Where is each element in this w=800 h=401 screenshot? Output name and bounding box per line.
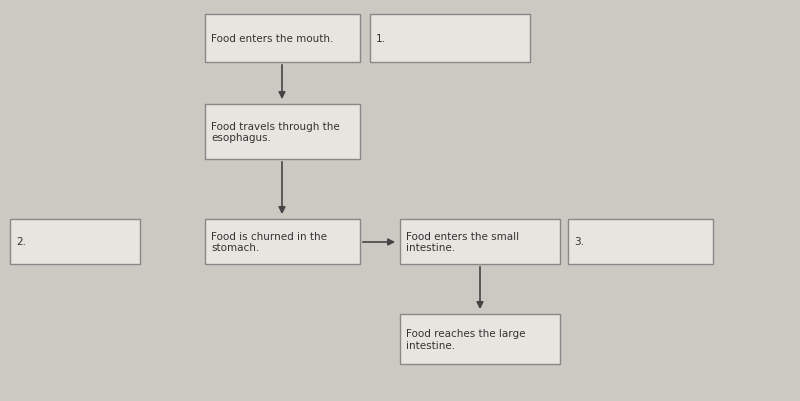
Text: 2.: 2. bbox=[16, 237, 26, 247]
Text: Food travels through the
esophagus.: Food travels through the esophagus. bbox=[211, 122, 340, 143]
Text: 3.: 3. bbox=[574, 237, 584, 247]
FancyBboxPatch shape bbox=[568, 219, 713, 264]
FancyBboxPatch shape bbox=[400, 219, 560, 264]
FancyBboxPatch shape bbox=[10, 219, 140, 264]
Text: 1.: 1. bbox=[376, 34, 386, 44]
Text: Food enters the mouth.: Food enters the mouth. bbox=[211, 34, 334, 44]
FancyBboxPatch shape bbox=[205, 219, 360, 264]
Text: Food enters the small
intestine.: Food enters the small intestine. bbox=[406, 231, 519, 253]
FancyBboxPatch shape bbox=[400, 314, 560, 364]
FancyBboxPatch shape bbox=[370, 15, 530, 63]
Text: Food reaches the large
intestine.: Food reaches the large intestine. bbox=[406, 328, 526, 350]
FancyBboxPatch shape bbox=[205, 105, 360, 160]
FancyBboxPatch shape bbox=[205, 15, 360, 63]
Text: Food is churned in the
stomach.: Food is churned in the stomach. bbox=[211, 231, 327, 253]
